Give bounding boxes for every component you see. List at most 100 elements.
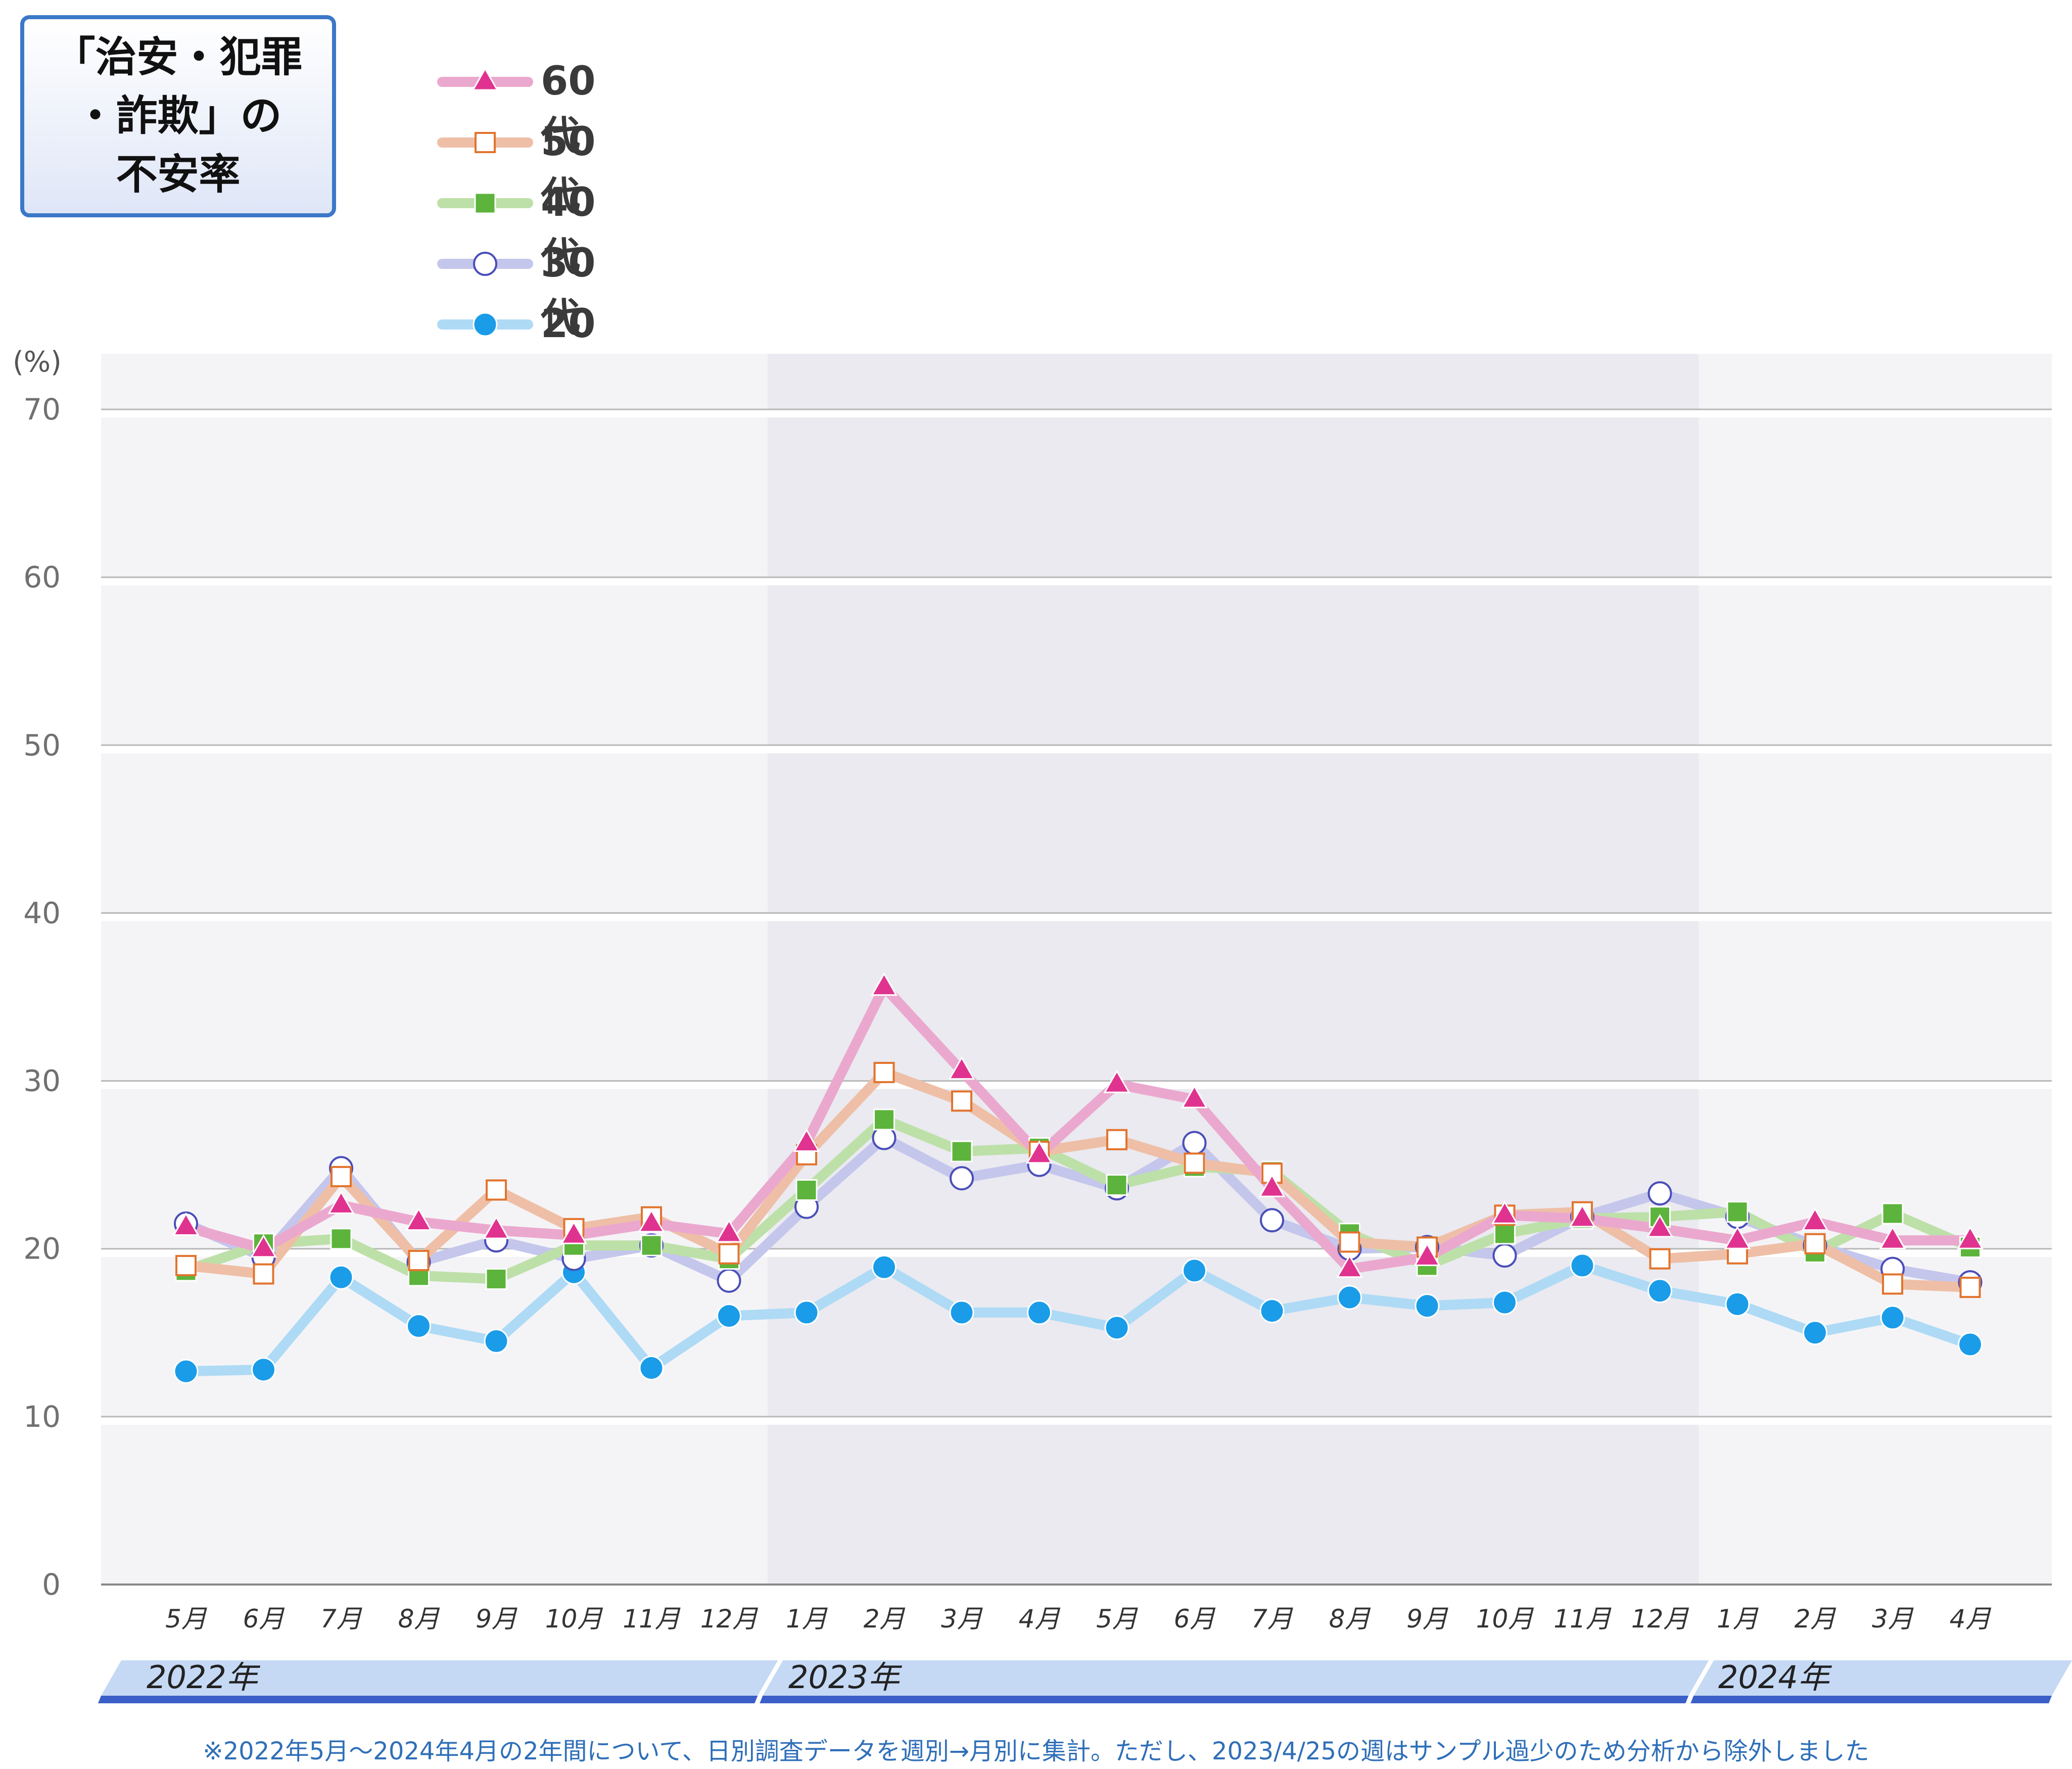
series-20代-point <box>1337 1285 1362 1310</box>
legend-swatch <box>437 312 533 337</box>
y-tick-label: 0 <box>42 1567 61 1602</box>
series-60代-markers <box>172 972 1984 1278</box>
series-60代-point <box>1181 1085 1208 1108</box>
legend-swatch <box>437 132 533 153</box>
legend-label: 30代 <box>541 241 596 341</box>
series-60代-point <box>405 1207 433 1231</box>
y-tick-label: 20 <box>23 1232 61 1266</box>
series-40代-point <box>330 1228 352 1250</box>
legend-label: 40代 <box>541 180 596 280</box>
series-40代-point <box>1726 1201 1749 1223</box>
year-band-bar <box>763 1660 1709 1696</box>
series-60代-point <box>1724 1226 1751 1249</box>
series-50代-point <box>1339 1231 1360 1253</box>
series-40代 <box>181 1114 1975 1284</box>
series-40代-point <box>485 1268 507 1290</box>
series-60代-point <box>327 1190 355 1214</box>
series-20代-point <box>1803 1320 1827 1345</box>
grid-band <box>101 913 2052 921</box>
chart-title: 「治安・犯罪 ・詐欺」の 不安率 <box>54 33 303 199</box>
x-tick-label: 7月 <box>1251 1604 1293 1634</box>
series-20代-point <box>1880 1305 1905 1330</box>
series-20代-point <box>1492 1290 1517 1315</box>
series-40代-point <box>1494 1223 1516 1245</box>
year-band-underline <box>760 1696 1689 1703</box>
series-60代-point <box>250 1234 277 1258</box>
legend-swatch <box>437 252 533 276</box>
year-band-underline <box>1690 1696 2052 1703</box>
series-20代-point <box>173 1359 199 1384</box>
series-60代-point <box>1956 1226 1984 1249</box>
series-20代 <box>181 1260 1975 1377</box>
series-20代-line <box>181 1260 1975 1377</box>
x-tick-label: 4月 <box>1019 1604 1061 1634</box>
x-tick-label: 1月 <box>786 1604 828 1634</box>
series-60代-point <box>172 1212 200 1236</box>
series-60代-point <box>1336 1254 1363 1278</box>
x-tick-label: 6月 <box>1174 1604 1216 1634</box>
x-tick-label: 9月 <box>1406 1604 1448 1634</box>
series-30代-point <box>1492 1243 1517 1268</box>
series-50代-line <box>181 1067 1975 1293</box>
series-30代-point <box>950 1166 974 1191</box>
grid-band <box>101 1416 2052 1425</box>
year-band-bar <box>101 1660 778 1696</box>
series-30代 <box>181 1133 1975 1288</box>
series-20代-point <box>1725 1291 1750 1317</box>
series-50代-point <box>1649 1248 1671 1270</box>
series-50代-point <box>331 1166 352 1187</box>
x-tick-label: 10月 <box>545 1604 603 1634</box>
series-50代-point <box>1184 1152 1205 1174</box>
y-tick-label: 30 <box>23 1064 61 1098</box>
series-20代-point <box>484 1328 509 1354</box>
series-20代-point <box>717 1304 741 1329</box>
series-60代 <box>181 982 1975 1274</box>
chart-title-box: 「治安・犯罪 ・詐欺」の 不安率 <box>20 15 336 217</box>
series-60代-point <box>870 972 898 996</box>
series-60代-point <box>1103 1069 1131 1093</box>
year-band-2023 <box>768 354 1699 1585</box>
series-20代-point <box>1259 1298 1285 1324</box>
series-20代-point <box>251 1357 276 1382</box>
series-20代-point <box>1647 1278 1672 1304</box>
series-50代-point <box>873 1061 895 1083</box>
series-60代-point <box>1801 1207 1829 1231</box>
series-20代-point <box>794 1300 819 1325</box>
series-20代-point <box>328 1265 354 1290</box>
series-30代-line <box>181 1133 1975 1288</box>
year-label: 2024年 <box>1718 1659 1832 1696</box>
x-tick-label: 6月 <box>243 1604 285 1634</box>
series-60代-point <box>1491 1200 1519 1224</box>
footnote: ※2022年5月～2024年4月の2年間について、日別調査データを週別→月別に集… <box>203 1737 1869 1765</box>
x-tick-label: 8月 <box>1329 1604 1371 1634</box>
x-tick-label: 12月 <box>1631 1604 1689 1634</box>
series-60代-point <box>1646 1214 1674 1238</box>
series-30代-point <box>1260 1208 1284 1233</box>
grid-band <box>101 1081 2052 1089</box>
series-20代-point <box>1182 1258 1207 1283</box>
y-tick-label: 70 <box>23 392 61 427</box>
x-tick-label: 3月 <box>941 1604 983 1634</box>
series-30代-point <box>1182 1131 1207 1155</box>
y-tick-label: 40 <box>23 896 61 930</box>
x-tick-label: 5月 <box>1096 1604 1138 1634</box>
grid-band <box>101 745 2052 754</box>
x-tick-label: 7月 <box>320 1604 362 1634</box>
series-50代-point <box>951 1090 972 1112</box>
year-band-underline <box>98 1696 758 1703</box>
series-40代-point <box>1881 1202 1904 1225</box>
grid-band <box>101 409 2052 417</box>
series-60代-point <box>1569 1203 1596 1228</box>
y-tick-label: 10 <box>23 1400 61 1434</box>
series-60代-point <box>1879 1226 1906 1249</box>
series-60代-point <box>793 1128 820 1152</box>
series-50代-point <box>718 1243 740 1265</box>
legend-swatch <box>437 67 533 91</box>
year-band-bar <box>1693 1660 2072 1696</box>
series-50代-point <box>408 1249 430 1271</box>
series-60代-point <box>1414 1242 1441 1266</box>
series-50代 <box>181 1067 1975 1293</box>
legend-marker <box>472 67 499 91</box>
series-20代-markers <box>173 1253 1983 1384</box>
series-40代-point <box>873 1108 895 1131</box>
